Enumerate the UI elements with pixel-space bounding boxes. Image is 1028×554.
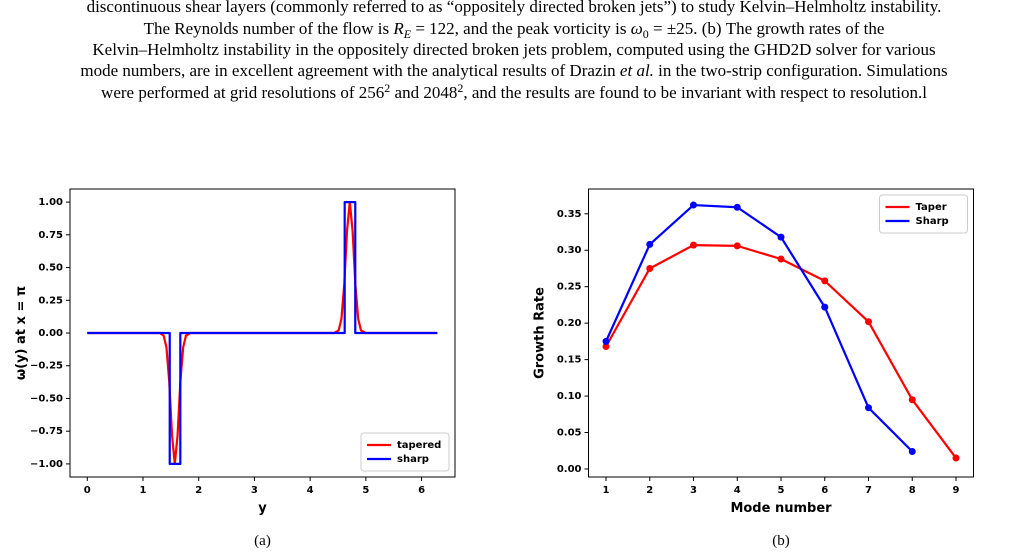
caption-text: in the two-strip configuration. Simulati… [654, 61, 948, 80]
x-tick-label: 0 [84, 485, 91, 496]
caption-line: The Reynolds number of the flow is RE = … [144, 19, 885, 41]
caption-text: = ±25. (b) The growth rates of the [649, 19, 885, 38]
x-tick-label: 5 [778, 485, 785, 496]
x-tick-label: 4 [734, 485, 741, 496]
y-tick-label: −0.75 [30, 426, 63, 437]
caption-text: 0 [643, 27, 649, 41]
caption-text: et al. [620, 61, 654, 80]
x-tick-label: 1 [603, 485, 610, 496]
series-line [604, 203, 914, 453]
legend-label: Sharp [916, 216, 949, 227]
y-tick-label: −0.25 [30, 361, 63, 372]
marker [821, 277, 829, 285]
y-tick-label: 0.10 [557, 391, 582, 402]
marker [865, 318, 872, 326]
y-tick-label: −1.00 [30, 459, 63, 470]
caption-line: were performed at grid resolutions of 25… [101, 81, 927, 102]
y-axis-title: ω(y) at x = π [14, 286, 29, 380]
caption-text: , and the results are found to be invari… [463, 83, 927, 102]
y-tick-label: 0.05 [557, 428, 582, 439]
y-tick-label: 0.00 [557, 464, 582, 475]
panel-label: (b) [772, 533, 790, 549]
x-tick-label: 6 [418, 485, 425, 496]
caption-text: = 122, and the peak vorticity is [411, 19, 631, 38]
caption-text: mode numbers, are in excellent agreement… [80, 61, 620, 80]
marker [908, 396, 916, 404]
x-tick-label: 8 [909, 485, 916, 496]
marker [777, 255, 785, 263]
marker [865, 404, 872, 412]
y-tick-label: 0.15 [557, 355, 582, 366]
panel-label: (a) [254, 533, 271, 549]
caption-text: R [392, 19, 404, 38]
plot-frame [69, 188, 456, 478]
caption-text: ω [631, 19, 643, 38]
marker [821, 303, 829, 311]
y-tick-label: 0.35 [557, 209, 582, 220]
caption-text: discontinuous shear layers (commonly ref… [87, 0, 942, 16]
x-tick-label: 7 [865, 485, 872, 496]
plot-frame [588, 188, 974, 478]
caption-text: 2 [457, 81, 463, 95]
caption-text: Kelvin–Helmholtz instability in the oppo… [92, 40, 935, 59]
y-tick-label: 0.20 [557, 318, 582, 329]
marker [733, 203, 741, 211]
caption-line: mode numbers, are in excellent agreement… [80, 61, 947, 80]
x-tick-label: 4 [307, 485, 314, 496]
legend-box [879, 194, 968, 234]
series-line [605, 244, 957, 459]
y-tick-label: 0.75 [38, 230, 63, 241]
caption-text: E [403, 27, 412, 41]
legend-label: Taper [916, 202, 947, 213]
marker [602, 337, 610, 345]
marker [690, 241, 697, 249]
x-tick-label: 3 [690, 485, 697, 496]
legend-label: sharp [397, 454, 429, 465]
x-tick-label: 6 [821, 485, 828, 496]
x-tick-label: 5 [362, 485, 369, 496]
y-tick-label: −0.50 [30, 393, 63, 404]
y-tick-label: 0.25 [557, 282, 582, 293]
series-line [87, 200, 438, 466]
marker [908, 447, 916, 455]
legend-label: tapered [397, 440, 441, 451]
marker [646, 264, 654, 272]
y-tick-label: 0.50 [38, 263, 63, 274]
x-tick-label: 9 [953, 485, 960, 496]
y-tick-label: 0.00 [38, 328, 63, 339]
caption-text: and 2048 [390, 83, 457, 102]
x-tick-label: 1 [140, 485, 147, 496]
marker [777, 233, 785, 241]
y-tick-label: 0.25 [38, 295, 63, 306]
marker [602, 342, 610, 350]
x-tick-label: 2 [195, 485, 202, 496]
y-tick-label: 1.00 [38, 197, 63, 208]
caption-text: were performed at grid resolutions of 25… [101, 83, 384, 102]
caption-text: 2 [384, 81, 390, 95]
x-tick-label: 2 [646, 485, 653, 496]
marker [733, 242, 741, 250]
caption-line: Kelvin–Helmholtz instability in the oppo… [92, 40, 935, 59]
y-tick-label: 0.30 [557, 245, 582, 256]
y-axis-title: Growth Rate [533, 287, 548, 379]
marker [952, 454, 960, 462]
marker [646, 240, 654, 248]
x-tick-label: 3 [251, 485, 258, 496]
x-axis-title: Mode number [730, 501, 832, 516]
x-axis-title: y [258, 501, 267, 516]
legend-box [360, 432, 450, 472]
caption-text: The Reynolds number of the flow is [144, 19, 394, 38]
marker [690, 201, 697, 209]
caption-line: discontinuous shear layers (commonly ref… [87, 0, 942, 16]
